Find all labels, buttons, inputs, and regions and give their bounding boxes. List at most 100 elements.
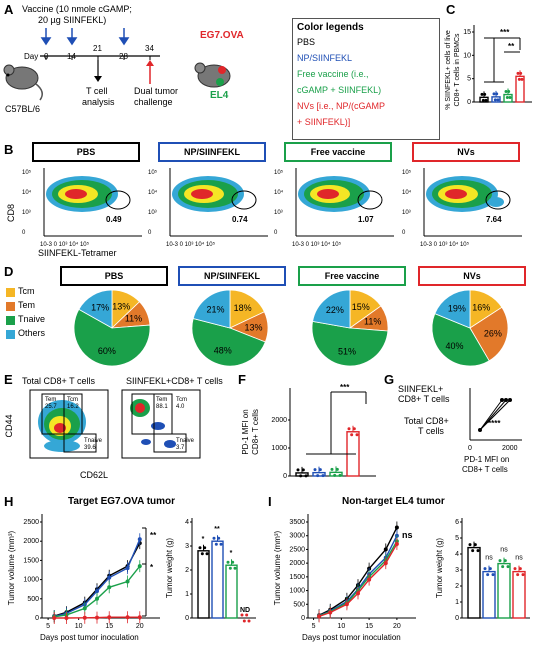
flow-ytick: 0: [22, 230, 26, 236]
bar-point: [486, 573, 490, 577]
series-point: [125, 615, 130, 620]
pie-slice: [431, 313, 490, 367]
flow-xticks: 10-3 0 10³ 10⁴ 10⁵: [40, 241, 90, 248]
e1-tn: Tnaive: [84, 438, 103, 444]
pie-chart: 15% 11% 51% 22%: [311, 289, 389, 367]
series-line: [318, 527, 398, 616]
pie-slice-label: 11%: [125, 313, 142, 323]
bar-point: [212, 536, 216, 540]
bar-point: [498, 559, 502, 563]
pie-legend-label: Tem: [18, 300, 36, 310]
flow-percent: 0.49: [106, 215, 122, 224]
bar-point: [483, 92, 487, 96]
bar-point: [473, 543, 477, 547]
y-tick-label: 2000: [289, 560, 305, 567]
y-tick-label: 5: [467, 76, 471, 83]
flow-group-title: PBS: [32, 142, 140, 162]
bar-point: [233, 566, 237, 570]
bar-point: [481, 98, 485, 102]
bar-point: [203, 546, 207, 550]
pie-legend-swatch: [6, 316, 15, 325]
y-tick-label: 1000: [23, 577, 39, 584]
y-tick-label: 0: [301, 615, 305, 622]
bar-point: [350, 433, 354, 437]
bar-point: [501, 565, 505, 569]
bar-point: [247, 619, 251, 623]
panel-f-letter: F: [238, 372, 246, 387]
y-tick-label: 2: [185, 567, 189, 574]
series-point: [82, 606, 87, 611]
flow-percent: 1.07: [358, 215, 374, 224]
el4-label: EL4: [210, 90, 229, 101]
pie-slice: [311, 320, 389, 367]
bar-sig-label: ns: [515, 555, 523, 562]
bar-point: [492, 92, 496, 96]
flow-percent: 7.64: [486, 215, 502, 224]
h-sig-a: **: [150, 531, 157, 540]
bar-point: [240, 613, 244, 617]
bar-point: [226, 560, 230, 564]
timeline-ticks: [45, 56, 151, 60]
legend-entry: PBS: [297, 37, 316, 47]
bar-point: [518, 567, 522, 571]
timeline-diagram: [3, 28, 231, 101]
panel-e-flow: CD44 Tem 25.7 Tcm 16.2 Tnaive 39.6 Tem 8…: [4, 389, 201, 480]
bar-point: [316, 474, 320, 478]
vaccine-label-2: 20 µg SIINFEKL): [38, 15, 107, 25]
series-point: [107, 585, 112, 590]
flow-xticks: 10-3 0 10³ 10⁴ 10⁵: [292, 241, 342, 248]
bar-point: [299, 474, 303, 478]
panel-g-letter: G: [384, 372, 395, 387]
pie-slice: [434, 289, 471, 329]
pie-slice-label: 48%: [214, 345, 232, 355]
e2-tn-v: 3.7: [176, 445, 185, 451]
mouse-icon: [3, 64, 43, 101]
pie-slice-label: 16%: [472, 302, 490, 312]
y-tick-label: 15: [463, 29, 471, 36]
bar-point: [505, 96, 509, 100]
y-tick-label: 6: [455, 519, 459, 526]
y-tick-label: 10: [463, 52, 471, 59]
bar-point: [476, 549, 480, 553]
bar-sig-label: *: [230, 550, 233, 557]
pie-title: NVs: [418, 266, 526, 286]
b-xlabel: SIINFEKL-Tetramer: [38, 248, 117, 258]
y-tick-label: 1500: [23, 557, 39, 564]
h-bar-ylabel: Tumor weight (g): [165, 538, 174, 599]
bar-point: [471, 549, 475, 553]
c-sig-2: **: [508, 42, 515, 51]
bar-point: [217, 536, 221, 540]
bar-point: [219, 542, 223, 546]
b-ylabel: CD8: [6, 203, 17, 223]
bar: [482, 570, 496, 619]
tcell-label-2: analysis: [82, 97, 115, 107]
y-tick-label: 0: [35, 615, 39, 622]
y-tick-label: 3: [455, 567, 459, 574]
bar-point: [318, 468, 322, 472]
bar-point: [335, 467, 339, 471]
flow-ytick: 10⁵: [274, 169, 284, 176]
bar-sig-label: **: [214, 526, 220, 533]
c-ylabel-2: CD8+ T cells in PBMCs: [454, 33, 461, 107]
panel-a-letter: A: [4, 2, 14, 17]
pie-slice-label: 15%: [352, 302, 370, 312]
i-xlabel: Days post tumor inoculation: [302, 633, 401, 642]
e2-tem-v: 88.1: [156, 404, 168, 410]
x-tick-label: 10: [337, 623, 345, 630]
f-sig: ***: [340, 383, 350, 392]
g-sig: ****: [488, 419, 501, 428]
pie-slice: [469, 306, 509, 362]
i-bar-ylabel: Tumor weight (g): [435, 538, 444, 599]
series-point: [137, 615, 142, 620]
series-point: [107, 615, 112, 620]
bar-point: [517, 77, 521, 81]
bar-point: [205, 552, 209, 556]
bar-point: [468, 543, 472, 547]
y-tick-label: 2000: [271, 417, 287, 424]
series-point: [367, 577, 372, 582]
bar-point: [519, 71, 523, 75]
flow-percent: 0.74: [232, 215, 248, 224]
flow-ytick: 10⁴: [274, 189, 284, 196]
g-label-2a: Total CD8+: [404, 416, 449, 426]
bar: [211, 540, 224, 619]
